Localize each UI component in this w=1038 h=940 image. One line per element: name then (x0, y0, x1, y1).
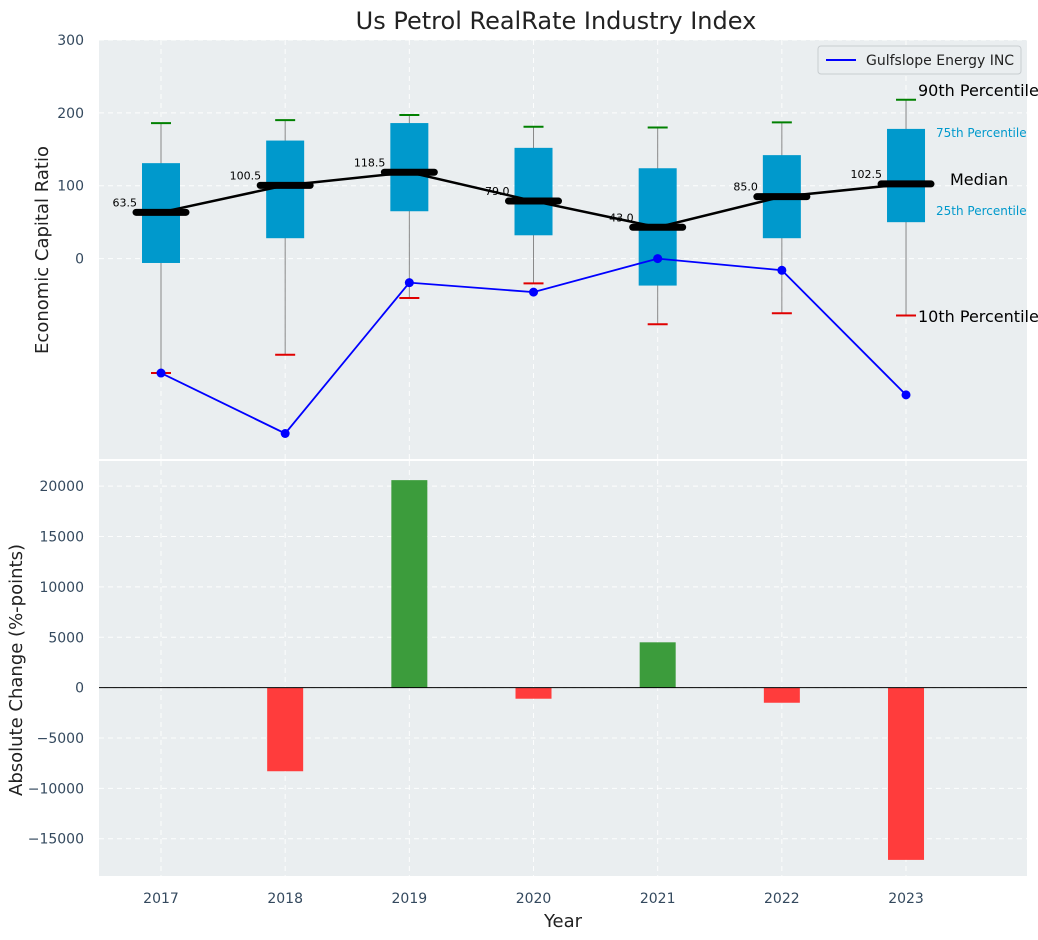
top-y-tick: 200 (57, 106, 84, 122)
iqr-box-2020 (514, 147, 553, 236)
company-point-2018 (280, 428, 290, 438)
x-tick-2020: 2020 (516, 891, 552, 907)
median-label-2020: 79.0 (485, 185, 510, 198)
bottom-y-tick: 20000 (39, 479, 84, 495)
top-y-tick: 0 (75, 252, 84, 268)
median-label-2017: 63.5 (113, 196, 138, 209)
iqr-box-2019 (390, 123, 429, 212)
x-tick-2018: 2018 (267, 891, 303, 907)
change-bar-2023 (888, 687, 925, 860)
bottom-y-axis-title: Absolute Change (%-points) (6, 544, 27, 796)
company-point-2023 (901, 390, 911, 400)
median-label-2019: 118.5 (354, 156, 386, 169)
company-point-2022 (777, 265, 787, 275)
top-panel-background (99, 40, 1027, 459)
annotation-p90: 90th Percentile (918, 81, 1038, 100)
legend: Gulfslope Energy INC (817, 45, 1022, 75)
annotation-p10: 10th Percentile (918, 307, 1038, 326)
bottom-y-tick: 10000 (39, 580, 84, 596)
top-y-tick: 300 (57, 33, 84, 49)
annotation-p25: 25th Percentile (936, 204, 1027, 218)
company-point-2021 (653, 254, 663, 264)
legend-box (817, 45, 1022, 75)
change-bar-2022 (763, 687, 800, 703)
x-axis-title: Year (543, 911, 583, 932)
company-point-2017 (156, 368, 166, 378)
bottom-y-tick: 5000 (48, 630, 84, 646)
median-label-2021: 43.0 (609, 211, 634, 224)
x-tick-2023: 2023 (888, 891, 924, 907)
top-y-tick: 100 (57, 179, 84, 195)
median-label-2022: 85.0 (733, 181, 758, 194)
bottom-y-tick: −10000 (28, 781, 84, 797)
annotation-p75: 75th Percentile (936, 126, 1027, 140)
x-tick-2017: 2017 (143, 891, 179, 907)
change-bar-2018 (267, 687, 304, 772)
change-bar-2021 (639, 642, 676, 688)
company-point-2019 (404, 278, 414, 288)
top-y-axis-title: Economic Capital Ratio (32, 146, 53, 354)
bottom-y-tick: 0 (75, 681, 84, 697)
bottom-y-tick: 15000 (39, 530, 84, 546)
bottom-panel-background (99, 461, 1027, 876)
legend-label: Gulfslope Energy INC (866, 53, 1014, 69)
median-label-2018: 100.5 (230, 169, 262, 182)
bottom-y-tick: −5000 (37, 731, 84, 747)
x-tick-2019: 2019 (392, 891, 428, 907)
x-tick-2022: 2022 (764, 891, 800, 907)
annotation-median: Median (950, 170, 1008, 189)
change-bar-2019 (391, 480, 428, 688)
chart-title: Us Petrol RealRate Industry Index (356, 7, 757, 35)
median-label-2023: 102.5 (851, 168, 883, 181)
x-tick-2021: 2021 (640, 891, 676, 907)
change-bar-2020 (515, 687, 552, 699)
company-point-2020 (529, 287, 539, 297)
iqr-box-2023 (887, 128, 926, 223)
bottom-y-tick: −15000 (28, 832, 84, 848)
